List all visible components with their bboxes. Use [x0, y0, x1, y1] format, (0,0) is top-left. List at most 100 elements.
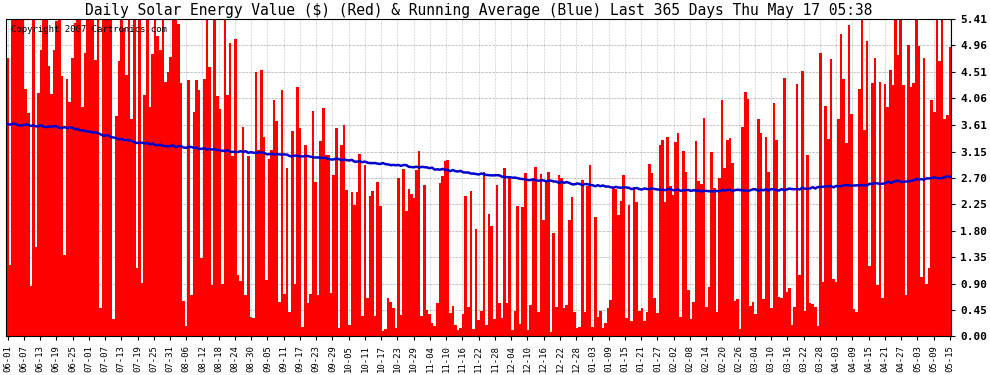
Bar: [568, 220, 570, 336]
Bar: [775, 140, 778, 336]
Bar: [182, 300, 185, 336]
Bar: [40, 50, 43, 336]
Bar: [897, 55, 900, 336]
Bar: [193, 112, 195, 336]
Bar: [84, 54, 86, 336]
Bar: [400, 315, 402, 336]
Bar: [426, 310, 429, 336]
Bar: [240, 281, 242, 336]
Bar: [866, 41, 868, 336]
Bar: [519, 324, 522, 336]
Bar: [469, 191, 472, 336]
Bar: [855, 312, 858, 336]
Bar: [71, 58, 73, 336]
Bar: [537, 312, 540, 336]
Bar: [700, 184, 703, 336]
Bar: [151, 54, 153, 336]
Bar: [273, 100, 275, 336]
Bar: [842, 79, 845, 336]
Bar: [58, 19, 60, 336]
Bar: [742, 127, 744, 336]
Bar: [208, 67, 211, 336]
Bar: [6, 58, 9, 336]
Bar: [211, 285, 213, 336]
Bar: [265, 280, 267, 336]
Bar: [288, 312, 291, 336]
Bar: [180, 82, 182, 336]
Bar: [415, 171, 418, 336]
Bar: [524, 173, 527, 336]
Bar: [703, 118, 705, 336]
Bar: [392, 308, 395, 336]
Bar: [754, 314, 757, 336]
Bar: [227, 95, 229, 336]
Bar: [661, 140, 664, 336]
Bar: [804, 311, 806, 336]
Bar: [936, 19, 939, 336]
Bar: [475, 229, 477, 336]
Bar: [799, 276, 801, 336]
Bar: [729, 138, 732, 336]
Bar: [547, 172, 549, 336]
Bar: [617, 215, 620, 336]
Bar: [791, 325, 793, 336]
Bar: [224, 19, 227, 336]
Bar: [876, 285, 879, 336]
Bar: [509, 178, 511, 336]
Bar: [153, 19, 156, 336]
Bar: [413, 198, 415, 336]
Bar: [19, 19, 22, 336]
Bar: [448, 313, 451, 336]
Bar: [923, 58, 926, 336]
Bar: [674, 142, 677, 336]
Bar: [690, 319, 692, 336]
Bar: [73, 23, 76, 336]
Bar: [607, 308, 610, 336]
Bar: [232, 156, 234, 336]
Bar: [156, 36, 159, 336]
Bar: [806, 156, 809, 336]
Bar: [840, 34, 842, 336]
Bar: [371, 190, 374, 336]
Bar: [60, 75, 63, 336]
Bar: [76, 19, 79, 336]
Bar: [330, 293, 333, 336]
Bar: [540, 174, 543, 336]
Bar: [586, 186, 589, 336]
Bar: [767, 172, 770, 336]
Bar: [32, 19, 35, 336]
Bar: [573, 312, 576, 336]
Bar: [886, 107, 889, 336]
Bar: [628, 206, 631, 336]
Bar: [133, 19, 136, 336]
Bar: [97, 19, 99, 336]
Bar: [687, 290, 690, 336]
Bar: [734, 301, 737, 336]
Bar: [633, 188, 636, 336]
Bar: [557, 175, 560, 336]
Bar: [724, 168, 726, 336]
Bar: [374, 316, 376, 336]
Bar: [480, 311, 482, 336]
Bar: [664, 202, 666, 336]
Bar: [113, 319, 115, 336]
Bar: [591, 327, 594, 336]
Bar: [928, 268, 931, 336]
Bar: [847, 26, 850, 336]
Bar: [671, 195, 674, 336]
Bar: [604, 322, 607, 336]
Bar: [118, 61, 120, 336]
Bar: [107, 19, 110, 336]
Bar: [325, 156, 328, 336]
Bar: [294, 285, 296, 336]
Bar: [907, 45, 910, 336]
Bar: [436, 303, 439, 336]
Bar: [809, 303, 812, 336]
Bar: [63, 255, 65, 336]
Bar: [270, 150, 273, 336]
Bar: [783, 78, 785, 336]
Bar: [52, 50, 55, 336]
Bar: [677, 133, 679, 336]
Bar: [219, 110, 221, 336]
Bar: [833, 279, 835, 336]
